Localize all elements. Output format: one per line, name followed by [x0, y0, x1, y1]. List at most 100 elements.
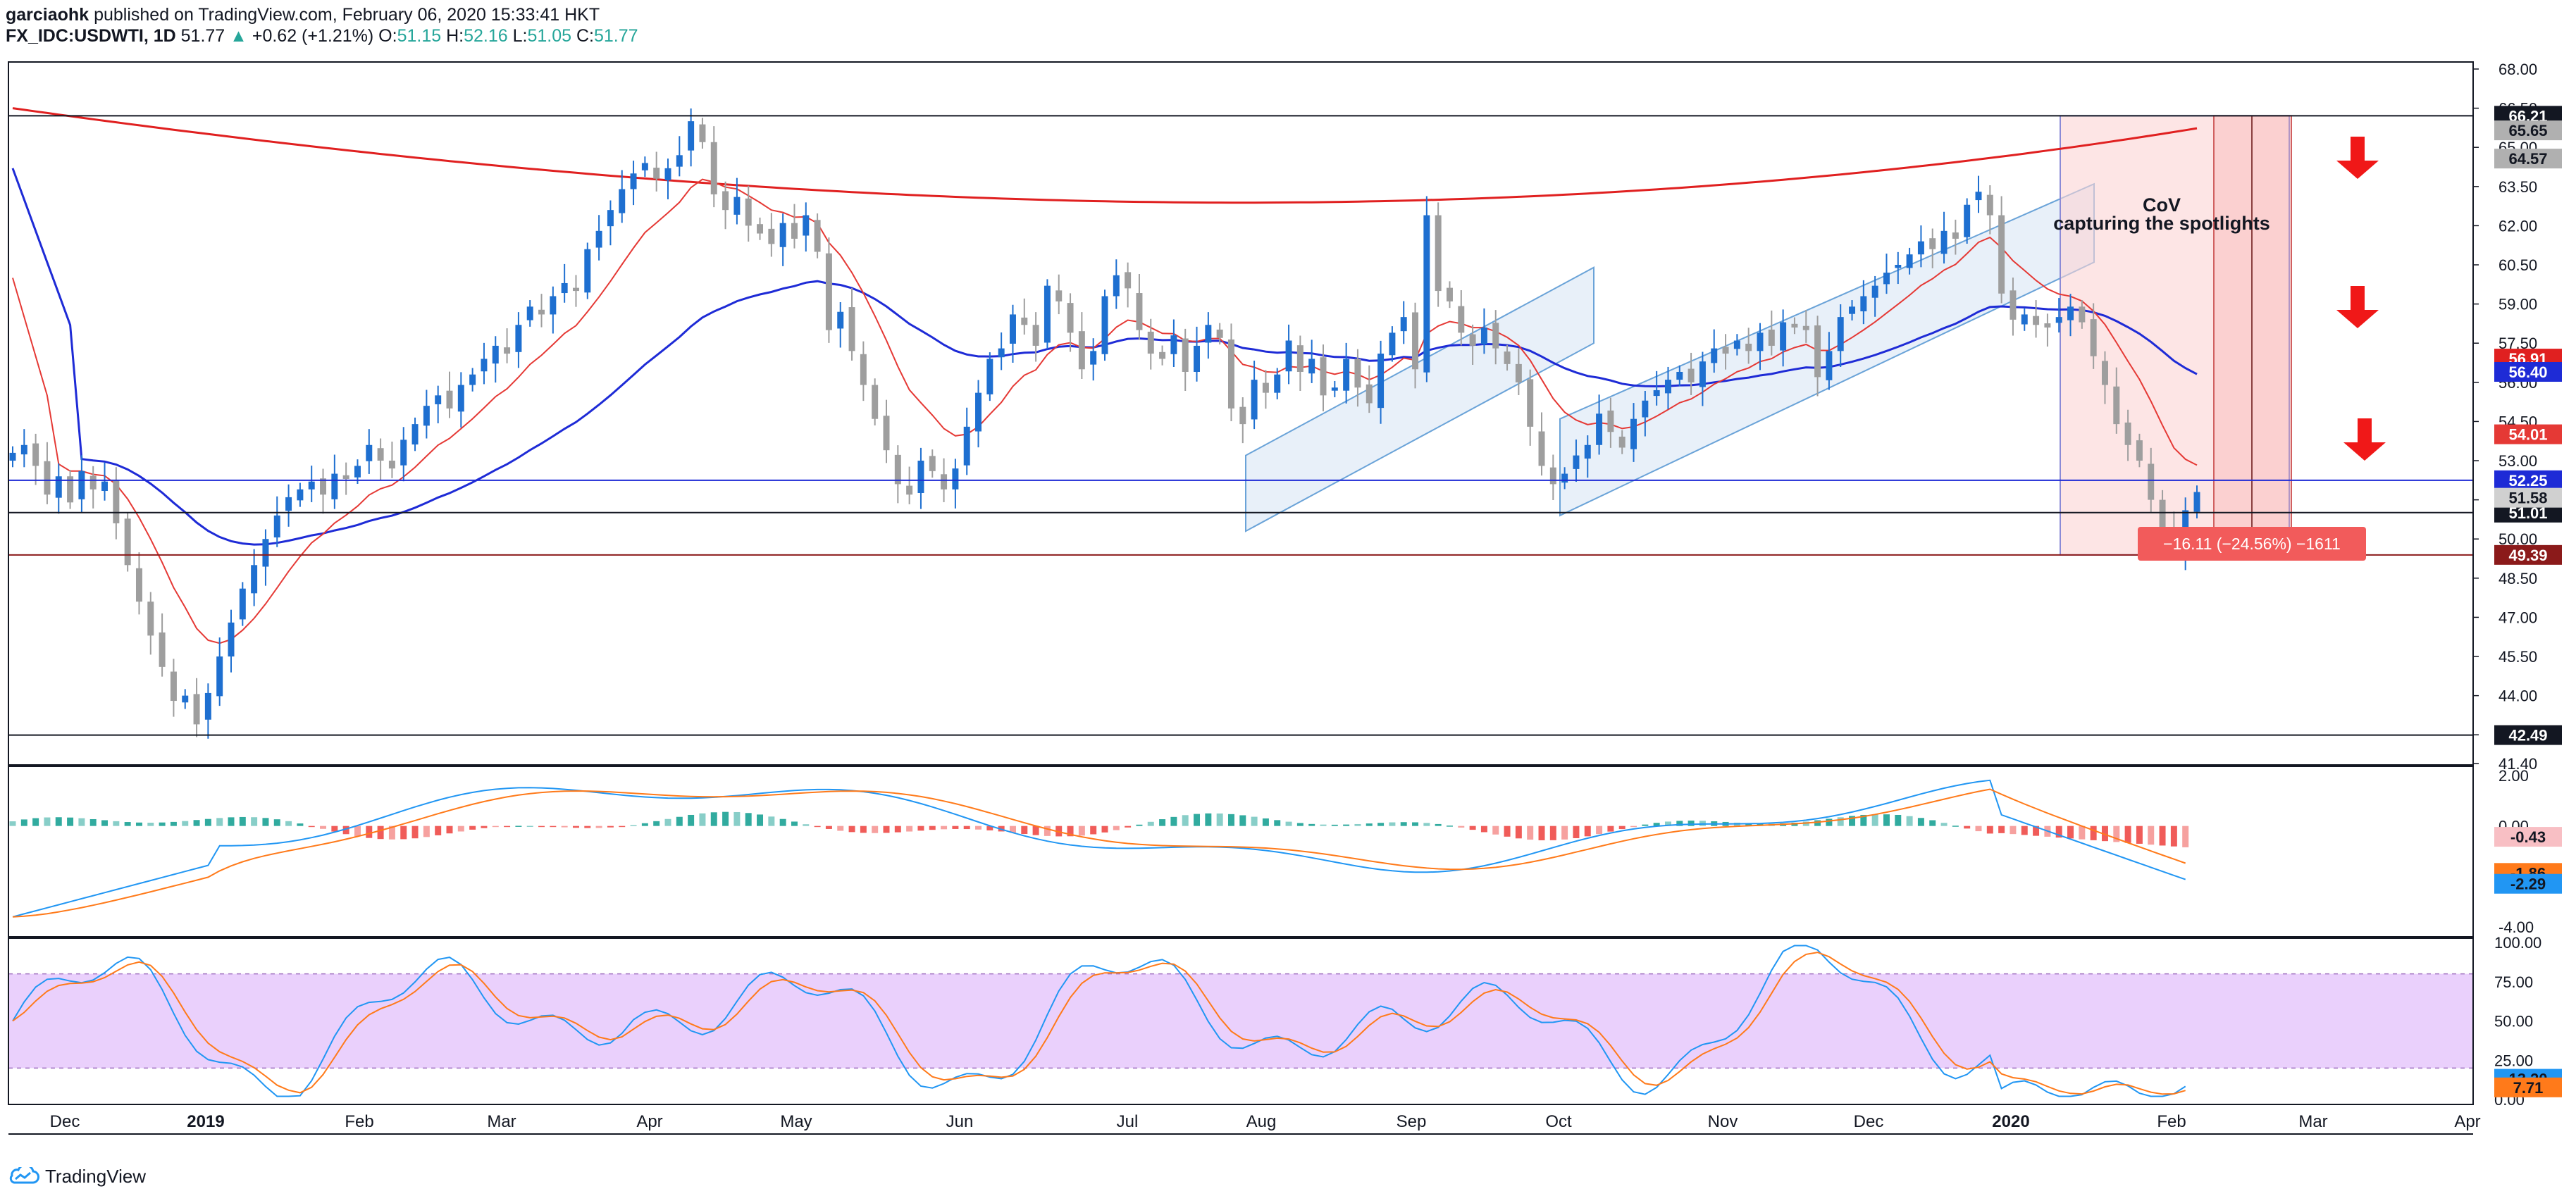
x-tick-label: 2019	[187, 1112, 224, 1131]
candle-body	[1032, 325, 1039, 346]
macd-histogram-bar	[837, 826, 844, 831]
candle-body	[2044, 323, 2051, 328]
macd-histogram-bar	[1216, 813, 1223, 826]
macd-histogram-bar	[929, 826, 936, 830]
macd-histogram-bar	[1515, 826, 1522, 839]
macd-histogram-bar	[779, 818, 786, 826]
candle-body	[515, 325, 522, 352]
macd-histogram-bar	[435, 826, 442, 835]
macd-histogram-bar	[251, 817, 258, 826]
candle-body	[550, 296, 557, 315]
macd-histogram-bar	[262, 818, 269, 826]
candle-body	[894, 454, 901, 485]
candle-body	[872, 385, 879, 419]
author-name[interactable]: garciaohk	[6, 5, 89, 25]
macd-histogram-bar	[204, 818, 211, 826]
macd-histogram-bar	[917, 826, 924, 831]
macd-histogram-bar	[1423, 823, 1430, 826]
candle-body	[1561, 473, 1568, 483]
candle-body	[228, 622, 235, 657]
candle-body	[2193, 492, 2200, 512]
candle-body	[1308, 359, 1315, 374]
candle-body	[67, 476, 74, 503]
candle-body	[572, 287, 579, 292]
macd-histogram-bar	[1343, 824, 1350, 826]
candle-body	[653, 168, 660, 179]
macd-histogram-bar	[308, 826, 315, 828]
candle-body	[1090, 351, 1097, 365]
macd-histogram-bar	[538, 826, 545, 828]
candle-body	[135, 568, 142, 602]
x-tick-label: 2020	[1992, 1112, 2029, 1131]
macd-histogram-bar	[113, 821, 120, 826]
macd-histogram-bar	[1090, 826, 1097, 835]
macd-tick-label: -4.00	[2498, 918, 2534, 936]
tradingview-logo-icon[interactable]	[7, 1167, 39, 1185]
macd-histogram-bar	[1331, 824, 1338, 826]
candle-body	[1998, 215, 2005, 294]
candle-body	[963, 426, 970, 466]
macd-histogram-bar	[607, 826, 614, 828]
macd-histogram-bar	[9, 821, 16, 826]
macd-histogram-bar	[791, 821, 798, 826]
candle-body	[55, 476, 62, 498]
candle-body	[504, 347, 511, 354]
candle-body	[825, 253, 832, 330]
level-price-label-bg	[2494, 470, 2562, 490]
macd-histogram-bar	[492, 826, 499, 828]
stoch-value-label: 7.71	[2513, 1079, 2544, 1097]
candle-body	[1423, 215, 1430, 373]
candle-body	[1101, 296, 1108, 354]
candle-body	[204, 692, 211, 720]
panel-frames	[8, 61, 2474, 1135]
cov-annotation-subtitle: capturing the spotlights	[2053, 213, 2270, 234]
macd-histogram-bar	[1435, 823, 1442, 826]
candle-body	[159, 632, 166, 667]
macd-histogram-bar	[1296, 823, 1304, 826]
macd-histogram-bar	[1274, 820, 1281, 826]
macd-histogram-bar	[745, 813, 752, 826]
close-label: C:	[576, 26, 594, 46]
candle-body	[239, 588, 246, 620]
macd-histogram-bar	[1860, 814, 1867, 826]
candle-body	[1389, 332, 1396, 356]
axes: 68.0066.5065.0063.5062.0060.5059.0057.50…	[50, 61, 2562, 1131]
macd-histogram-bar	[1366, 823, 1373, 826]
macd-histogram-bar	[2021, 826, 2028, 835]
macd-histogram-bar	[1849, 816, 1856, 826]
macd-histogram-bar	[411, 826, 419, 839]
candle-body	[147, 602, 154, 636]
candle-body	[814, 220, 821, 252]
level-price-label: 52.25	[2508, 472, 2547, 490]
candle-body	[308, 481, 315, 490]
footer-brand[interactable]: TradingView	[45, 1165, 147, 1187]
candle-body	[917, 461, 924, 493]
macd-histogram-bar	[1032, 826, 1039, 835]
candle-body	[1469, 334, 1476, 346]
candle-body	[791, 223, 798, 239]
candle-body	[1688, 368, 1695, 382]
macd-histogram-bar	[182, 821, 189, 826]
macd-histogram-bar	[1492, 826, 1499, 835]
candle-body	[1814, 325, 1821, 378]
macd-histogram-bar	[1446, 826, 1453, 827]
candle-body	[1055, 290, 1063, 301]
candle-body	[2010, 290, 2017, 320]
close-value: 51.77	[593, 26, 638, 46]
red-down-arrow-icon	[2336, 286, 2379, 328]
x-tick-label: Jun	[946, 1112, 974, 1131]
price-tick-label: 45.50	[2498, 648, 2537, 666]
macd-histogram-bar	[1596, 826, 1603, 835]
macd-signal-line	[12, 788, 2186, 918]
footer: TradingView	[7, 1162, 146, 1190]
candle-body	[1262, 382, 1269, 393]
candle-body	[1538, 431, 1545, 466]
candle-body	[1653, 390, 1660, 397]
candle-body	[331, 473, 338, 499]
ema-fast-line	[12, 178, 2198, 644]
macd-histogram-bar	[664, 818, 671, 826]
cov-annotation-title: CoV	[2143, 194, 2181, 216]
candle-body	[1492, 323, 1499, 349]
macd-histogram-bar	[1194, 814, 1201, 826]
